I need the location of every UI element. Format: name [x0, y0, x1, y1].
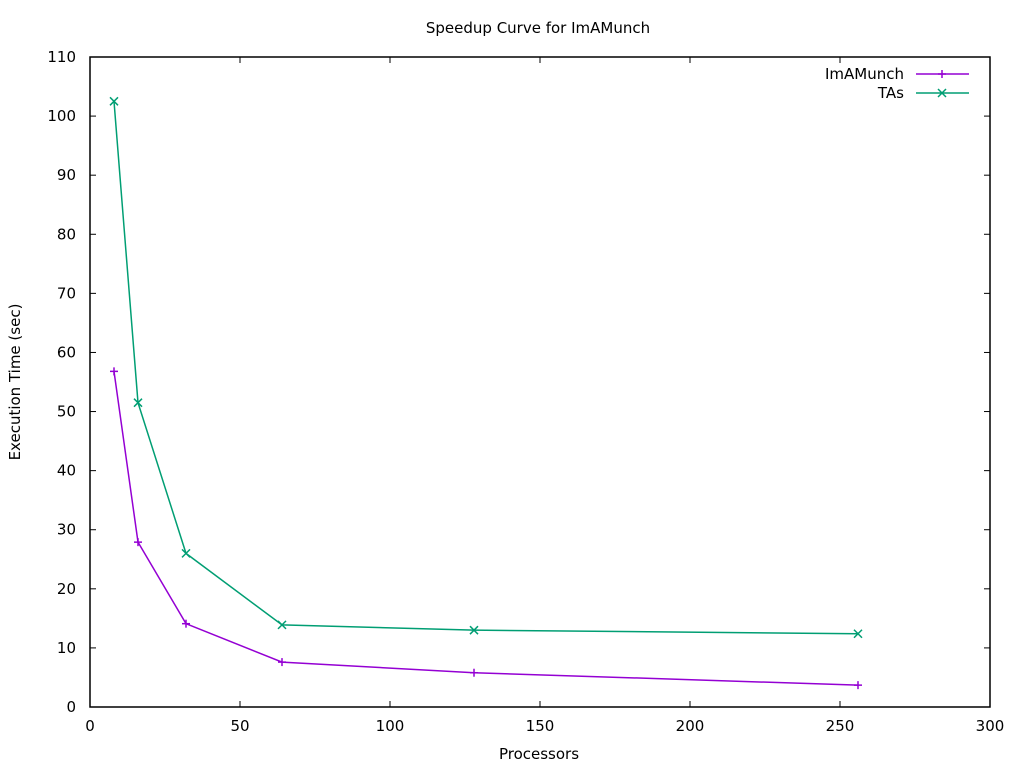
- series-line-tas: [113, 101, 859, 635]
- y-tick-label: 100: [47, 107, 76, 125]
- series-tas: [109, 96, 863, 639]
- data-point-imamunch: [134, 538, 142, 547]
- plot-frame: [89, 56, 991, 708]
- y-tick-label: 40: [57, 462, 76, 480]
- data-point-tas: [109, 96, 119, 106]
- y-tick-label: 10: [57, 639, 76, 657]
- y-tick-label: 70: [57, 284, 76, 302]
- y-tick-label: 110: [47, 48, 76, 66]
- series-layer: [109, 96, 863, 690]
- x-tick-label: 250: [826, 717, 855, 735]
- y-tick-label: 90: [57, 166, 76, 184]
- series-imamunch: [110, 367, 862, 690]
- y-tick-label: 60: [57, 343, 76, 361]
- data-point-imamunch: [854, 681, 862, 690]
- legend-marker-imamunch: [938, 70, 946, 78]
- data-point-imamunch: [470, 668, 478, 677]
- data-point-tas: [469, 625, 479, 635]
- y-tick-label: 20: [57, 580, 76, 598]
- x-tick-label: 200: [676, 717, 705, 735]
- legend-marker-tas: [937, 88, 947, 98]
- chart-title: Speedup Curve for ImAMunch: [426, 19, 650, 37]
- x-tick-label: 150: [526, 717, 555, 735]
- x-tick-label: 100: [376, 717, 405, 735]
- data-point-tas: [853, 629, 863, 639]
- data-point-imamunch: [110, 367, 118, 376]
- y-axis-label: Execution Time (sec): [6, 304, 24, 461]
- y-tick-label: 30: [57, 521, 76, 539]
- series-line-imamunch: [113, 371, 859, 686]
- data-point-imamunch: [278, 658, 286, 667]
- y-tick-label: 0: [66, 698, 76, 716]
- legend-label-imamunch: ImAMunch: [825, 65, 904, 83]
- data-point-tas: [181, 548, 191, 558]
- data-point-tas: [133, 398, 143, 408]
- y-tick-label: 50: [57, 403, 76, 421]
- x-tick-label: 300: [976, 717, 1005, 735]
- data-point-imamunch: [182, 619, 190, 628]
- x-tick-label: 0: [85, 717, 95, 735]
- data-point-tas: [277, 620, 287, 630]
- y-axis-ticks: 0 10 20 30 40 50 60 70 80 90 100 110: [47, 48, 990, 716]
- x-axis-ticks: 0 50 100 150 200 250 300: [85, 57, 1004, 735]
- y-tick-label: 80: [57, 225, 76, 243]
- x-axis-label: Processors: [499, 745, 579, 763]
- legend-label-tas: TAs: [877, 84, 904, 102]
- x-tick-label: 50: [230, 717, 249, 735]
